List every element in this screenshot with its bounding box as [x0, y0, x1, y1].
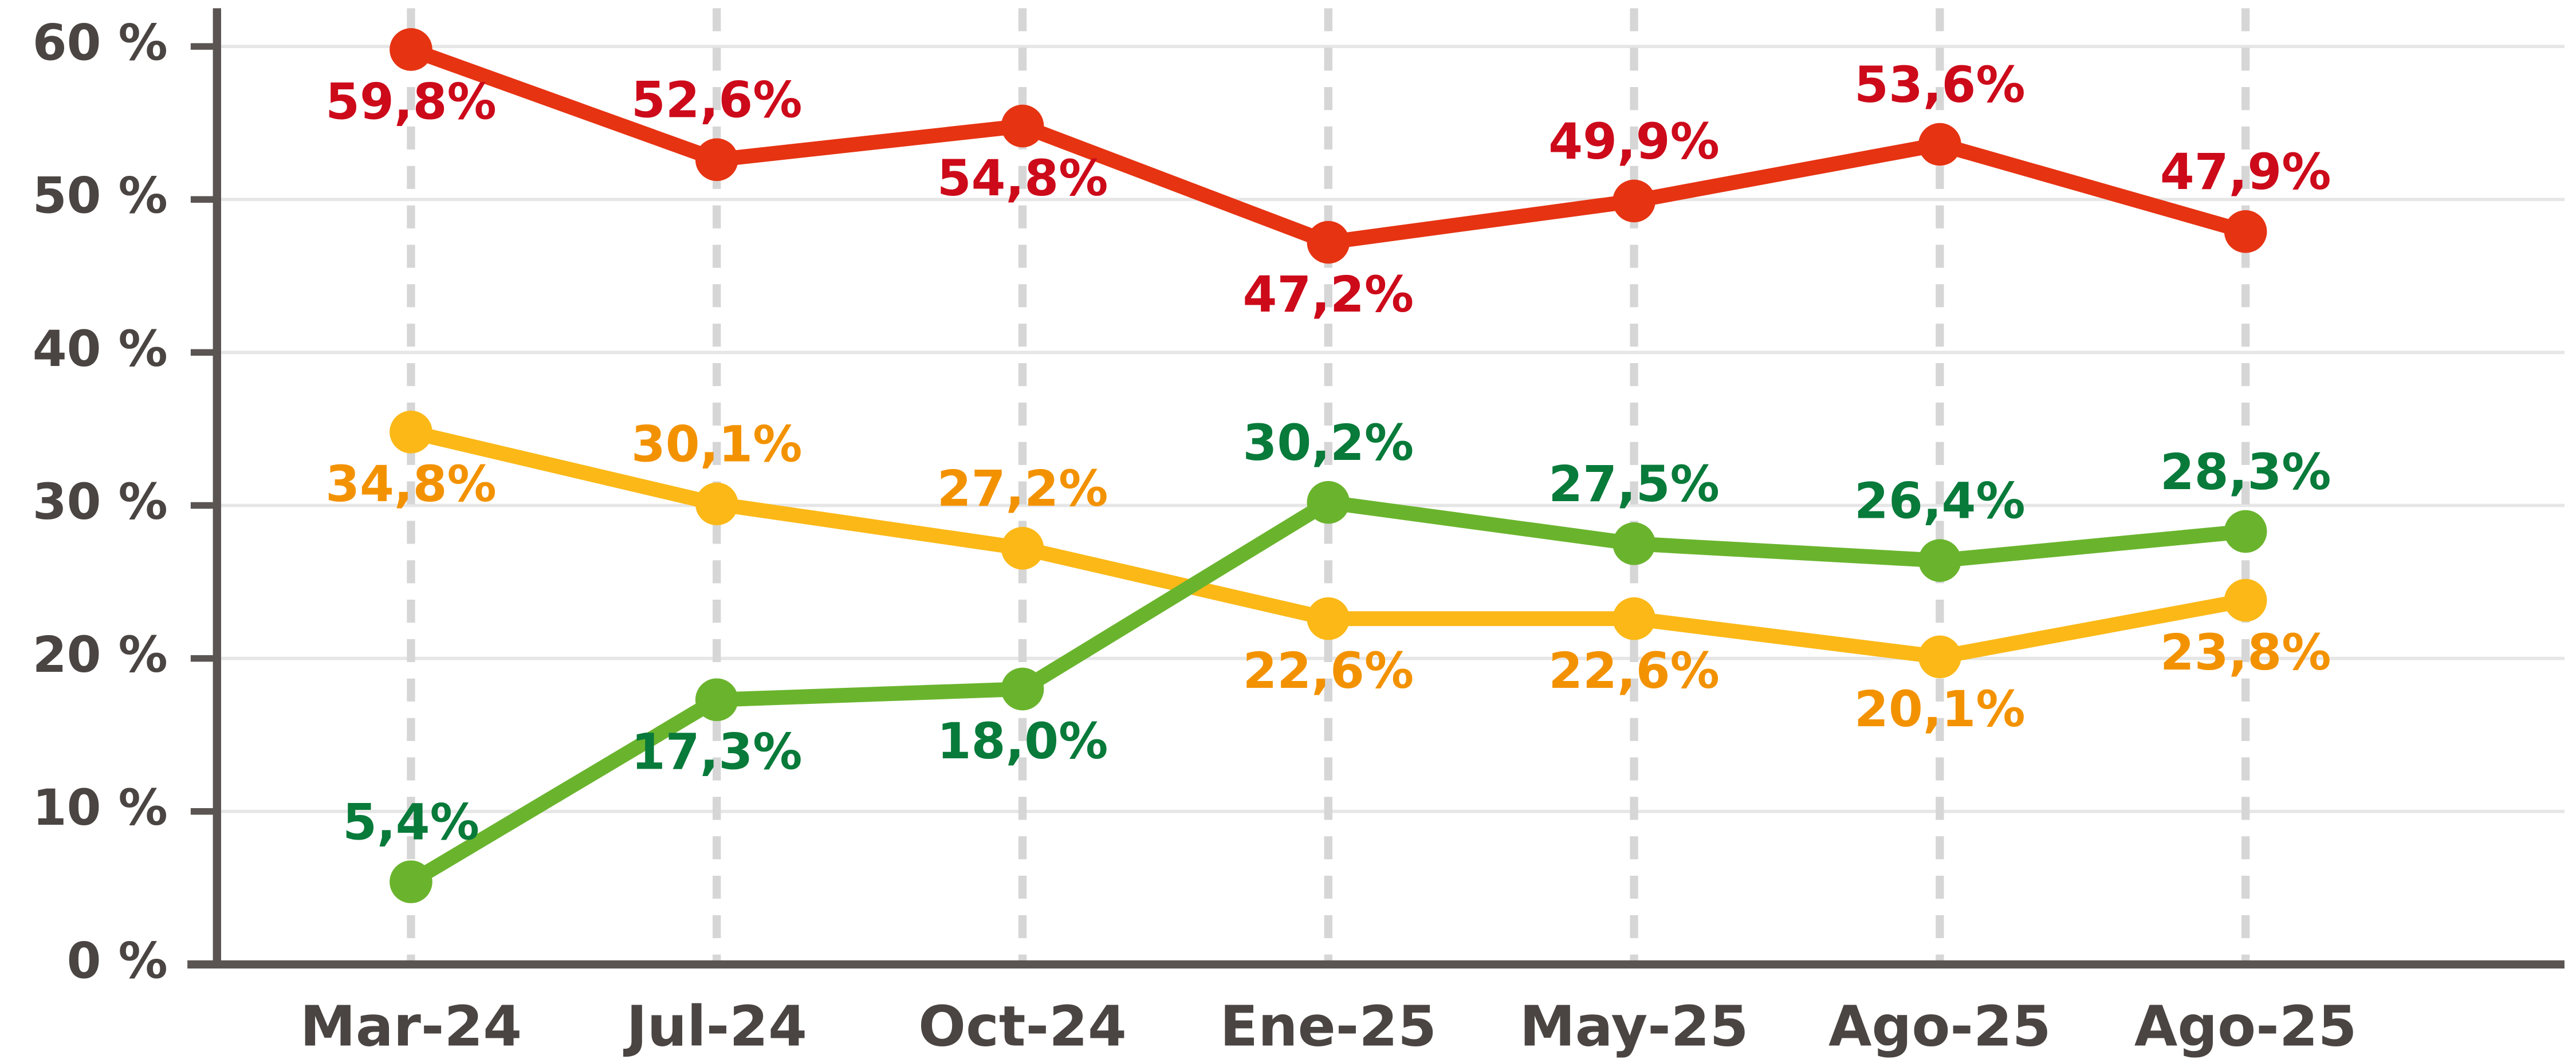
y-tick-label: 60 %: [33, 15, 168, 72]
data-point: [1613, 522, 1655, 565]
data-label: 30,1%: [631, 416, 803, 474]
data-label: 22,6%: [1548, 643, 1720, 700]
data-label: 47,9%: [2160, 144, 2331, 201]
x-tick-label: May-25: [1520, 994, 1749, 1060]
data-label: 18,0%: [937, 713, 1108, 770]
data-point: [1307, 597, 1350, 640]
data-point: [1307, 221, 1350, 264]
data-point: [1918, 123, 1961, 166]
data-point: [695, 138, 738, 182]
x-tick-label: Ene-25: [1220, 994, 1437, 1060]
data-label: 22,6%: [1242, 643, 1414, 700]
x-tick-label: Oct-24: [918, 994, 1127, 1060]
data-label: 17,3%: [631, 724, 803, 781]
data-label: 54,8%: [937, 150, 1108, 207]
data-point: [2224, 510, 2267, 553]
data-point: [695, 678, 738, 722]
x-tick-label: Ago-25: [1828, 994, 2051, 1060]
y-tick-label: 40 %: [33, 321, 168, 378]
x-tick-label: Ago-25: [2134, 994, 2357, 1060]
data-point: [390, 410, 432, 454]
data-point: [2224, 578, 2267, 622]
data-label: 49,9%: [1548, 113, 1720, 171]
data-point: [695, 482, 738, 526]
data-label: 53,6%: [1854, 57, 2026, 114]
y-tick-label: 10 %: [33, 779, 168, 837]
data-point: [1918, 539, 1961, 582]
data-label: 23,8%: [2160, 624, 2331, 682]
data-label: 20,1%: [1854, 681, 2026, 738]
data-label: 52,6%: [631, 72, 803, 129]
data-label: 59,8%: [325, 73, 497, 131]
data-label: 47,2%: [1242, 266, 1414, 324]
data-point: [390, 28, 432, 71]
y-tick-label: 0 %: [67, 932, 168, 990]
data-point: [1001, 667, 1044, 711]
data-label: 27,5%: [1548, 456, 1720, 513]
data-point: [1001, 527, 1044, 570]
data-point: [1613, 179, 1655, 223]
y-tick-label: 20 %: [33, 627, 168, 684]
x-tick-label: Mar-24: [300, 994, 522, 1060]
data-label: 5,4%: [343, 794, 479, 852]
data-label: 26,4%: [1854, 473, 2026, 530]
data-point: [1918, 635, 1961, 679]
y-tick-label: 30 %: [33, 474, 168, 531]
y-tick-label: 50 %: [33, 168, 168, 225]
data-point: [2224, 210, 2267, 253]
x-tick-label: Jul-24: [623, 994, 807, 1060]
data-point: [390, 860, 432, 903]
data-label: 34,8%: [325, 456, 497, 513]
data-point: [1613, 597, 1655, 640]
data-point: [1001, 104, 1044, 148]
data-label: 27,2%: [937, 460, 1108, 518]
data-label: 28,3%: [2160, 444, 2331, 501]
data-label: 30,2%: [1242, 415, 1414, 472]
data-point: [1307, 481, 1350, 524]
